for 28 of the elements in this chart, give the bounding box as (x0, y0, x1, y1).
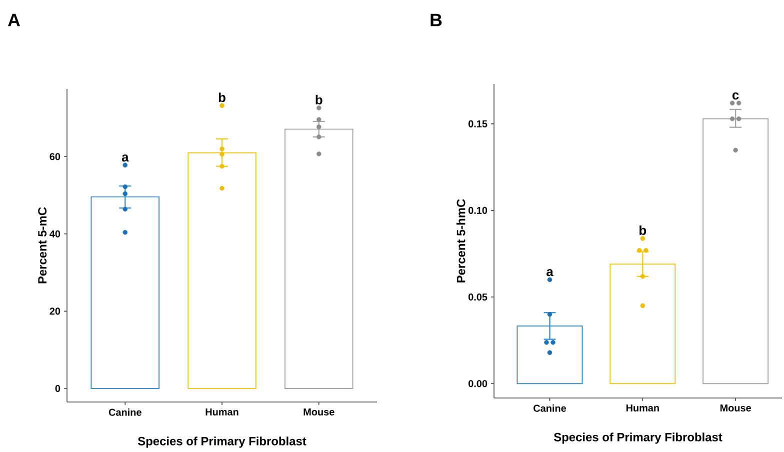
annotation: c (732, 92, 739, 100)
y-tick-label: 0 (55, 384, 60, 392)
y-tick-label: 0.10 (468, 206, 488, 214)
text: A (8, 14, 20, 26)
x-tick-label: Human (626, 404, 659, 412)
x-tick-label: Canine (108, 408, 142, 416)
y-tick-label: 0.05 (468, 294, 488, 301)
y-tick-label: 60 (50, 153, 60, 160)
x-tick-label: Mouse (720, 404, 751, 412)
text: B (430, 14, 442, 26)
annotation: b (316, 94, 322, 104)
x-tick-label: Mouse (304, 408, 334, 416)
y-axis-title: Percent 5-hmC (456, 199, 466, 282)
annotation: b (218, 92, 226, 102)
annotation: b (640, 225, 646, 235)
x-axis-title: Species of Primary Fibroblast (554, 432, 722, 444)
bar (188, 152, 256, 389)
y-tick-label: 40 (50, 230, 60, 238)
y-tick-label: 20 (50, 308, 60, 315)
annotation: a (546, 269, 554, 276)
x-tick-label: Human (206, 408, 238, 416)
y-tick-label: 0.00 (468, 380, 488, 388)
annotation: a (122, 154, 129, 162)
x-tick-label: Canine (534, 404, 566, 412)
bar (284, 128, 354, 389)
y-axis-title: Percent 5-mC (38, 207, 47, 284)
y-tick-label: 0.15 (468, 120, 488, 128)
x-axis-title: Species of Primary Fibroblast (138, 436, 306, 448)
